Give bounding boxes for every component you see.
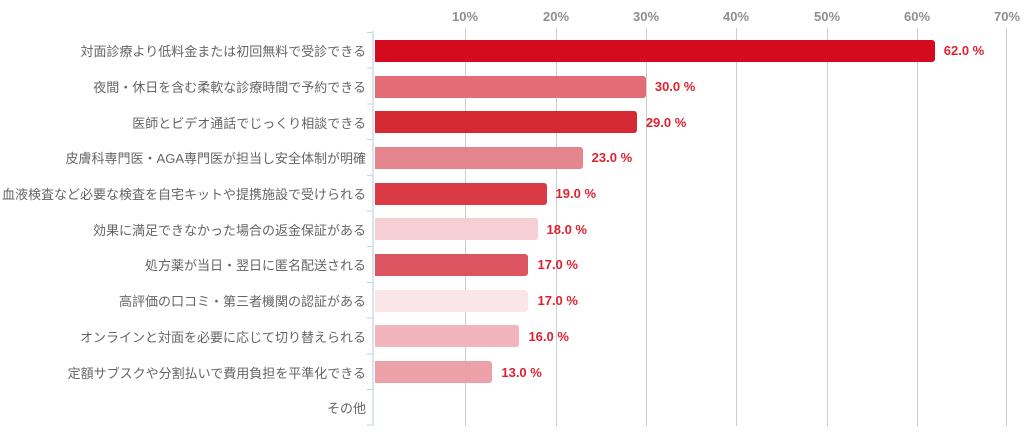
bar-row: 18.0 % xyxy=(375,211,1007,247)
x-axis-tick-label: 70% xyxy=(993,9,1021,24)
bar xyxy=(375,218,538,241)
x-axis-tick-label: 10% xyxy=(451,9,479,24)
bar xyxy=(375,146,583,169)
bar-row: 62.0 % xyxy=(375,33,1007,69)
category-label: オンラインと対面を必要に応じて切り替えられる xyxy=(79,329,366,345)
bar-row: 19.0 % xyxy=(375,176,1007,212)
y-axis-line xyxy=(372,31,374,425)
bar-row: 16.0 % xyxy=(375,319,1007,355)
value-label: 18.0 % xyxy=(546,221,587,237)
bar xyxy=(375,361,493,384)
x-axis-tick-label: 60% xyxy=(903,9,931,24)
bar xyxy=(375,253,529,276)
category-label: 対面診療より低料金または初回無料で受診できる xyxy=(80,44,366,60)
category-label: 夜間・休日を含む柔軟な診療時間で予約できる xyxy=(93,80,366,96)
bar xyxy=(375,39,935,62)
x-axis-tick-label: 40% xyxy=(722,9,750,24)
category-label: 処方薬が当日・翌日に匿名配送される xyxy=(144,258,366,274)
value-label: 17.0 % xyxy=(537,257,578,273)
bar-row: 13.0 % xyxy=(375,354,1007,390)
category-label: 高評価の口コミ・第三者機関の認証がある xyxy=(118,294,366,310)
bar-row: 29.0 % xyxy=(375,104,1007,140)
x-axis-tick-label: 50% xyxy=(813,9,841,24)
bar-row xyxy=(375,390,1007,426)
gridline xyxy=(917,28,918,426)
gridline xyxy=(736,28,737,426)
bar xyxy=(375,111,637,134)
y-axis-row-ticks xyxy=(367,32,374,427)
x-axis-tick-label: 30% xyxy=(632,9,660,24)
value-label: 19.0 % xyxy=(555,186,597,202)
value-label: 29.0 % xyxy=(645,114,687,130)
gridline xyxy=(827,28,828,426)
bar-row: 17.0 % xyxy=(375,283,1007,319)
category-label: 定額サブスクや分割払いで費用負担を平準化できる xyxy=(67,365,366,381)
gridline xyxy=(646,28,647,426)
value-label: 17.0 % xyxy=(537,293,578,309)
bar xyxy=(375,75,646,98)
gridline xyxy=(556,28,557,426)
value-label: 30.0 % xyxy=(654,79,696,95)
category-label: 皮膚科専門医・AGA専門医が担当し安全体制が明確 xyxy=(65,151,366,167)
bar-row: 17.0 % xyxy=(375,247,1007,283)
plot-area: 62.0 % 30.0 % 29.0 % 23.0 % 19.0 % 18.0 … xyxy=(375,28,1007,426)
category-label: 効果に満足できなかった場合の返金保証がある xyxy=(92,222,366,238)
category-label: 医師とビデオ通話でじっくり相談できる xyxy=(132,115,366,131)
bar xyxy=(375,289,529,312)
gridline xyxy=(1006,28,1007,426)
bar-row: 23.0 % xyxy=(375,140,1007,176)
bar xyxy=(375,325,520,348)
category-label: 血液検査など必要な検査を自宅キットや提携施設で受けられる xyxy=(1,187,366,203)
value-label: 13.0 % xyxy=(501,364,542,380)
category-axis: 対面診療より低料金または初回無料で受診できる 夜間・休日を含む柔軟な診療時間で予… xyxy=(0,33,375,426)
category-label: その他 xyxy=(326,401,366,417)
bar xyxy=(375,182,547,205)
bar-row: 30.0 % xyxy=(375,69,1007,105)
value-label: 16.0 % xyxy=(528,328,569,344)
value-label: 62.0 % xyxy=(943,43,985,59)
value-label: 23.0 % xyxy=(591,150,633,166)
x-axis-tick-label: 20% xyxy=(542,9,570,24)
